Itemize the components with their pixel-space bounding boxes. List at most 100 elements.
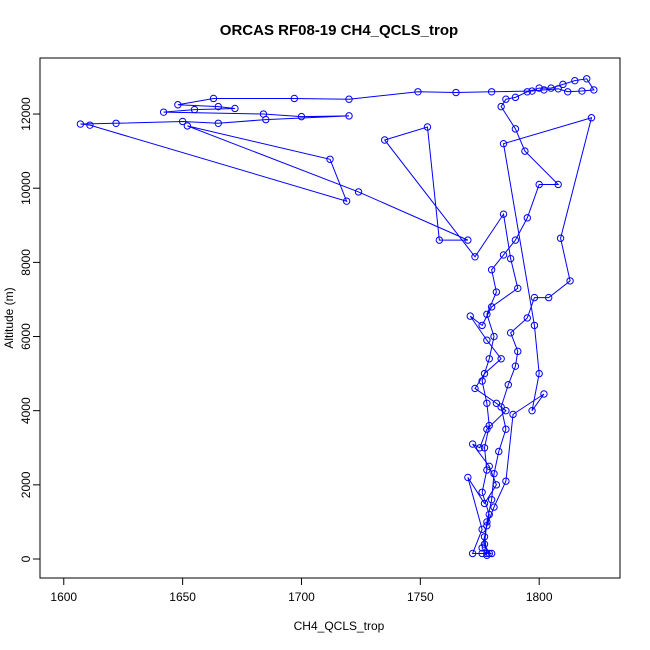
- data-point: [540, 86, 548, 94]
- data-point: [487, 495, 496, 504]
- data-point: [342, 197, 351, 205]
- data-point: [490, 503, 498, 511]
- data-point: [554, 85, 562, 93]
- data-point: [514, 284, 522, 293]
- y-tick-label: 6000: [19, 323, 33, 350]
- data-point: [483, 399, 491, 407]
- data-point: [209, 94, 218, 103]
- data-point: [423, 123, 432, 131]
- data-point: [76, 120, 85, 128]
- y-tick-label: 4000: [19, 397, 33, 424]
- data-point: [487, 88, 496, 96]
- data-point: [480, 533, 489, 541]
- data-point: [492, 481, 501, 489]
- data-point: [468, 440, 477, 448]
- data-point: [511, 236, 520, 244]
- data-point: [485, 462, 493, 471]
- data-point: [502, 477, 510, 485]
- data-point: [485, 510, 493, 519]
- data-point: [523, 214, 531, 222]
- data-point: [556, 234, 565, 242]
- data-point: [521, 147, 529, 155]
- data-point: [478, 321, 486, 330]
- x-tick-label: 1800: [526, 590, 553, 604]
- data-point: [590, 86, 598, 94]
- y-tick-label: 2000: [19, 471, 33, 498]
- data-point: [464, 236, 472, 244]
- data-point: [290, 94, 299, 103]
- data-point: [490, 332, 498, 341]
- data-point: [511, 93, 520, 102]
- data-point: [578, 87, 586, 95]
- data-point: [485, 549, 493, 558]
- data-point: [564, 88, 572, 96]
- data-point: [483, 551, 491, 560]
- data-point: [483, 336, 491, 344]
- data-point: [478, 544, 486, 552]
- data-point: [544, 293, 553, 302]
- data-point: [480, 499, 489, 508]
- data-point: [112, 119, 120, 128]
- data-point: [495, 447, 503, 456]
- data-point: [471, 384, 479, 393]
- data-point: [483, 521, 491, 530]
- data-point: [511, 125, 520, 133]
- data-point: [485, 421, 493, 430]
- data-point: [487, 549, 496, 558]
- data-point: [583, 75, 591, 83]
- data-point: [297, 112, 306, 121]
- data-point: [178, 117, 187, 126]
- data-point: [523, 88, 531, 96]
- data-point: [497, 355, 505, 363]
- data-point: [468, 549, 477, 558]
- data-point: [354, 188, 363, 196]
- data-point: [571, 76, 579, 85]
- data-point: [159, 108, 168, 116]
- data-point: [480, 444, 489, 452]
- data-point: [345, 95, 353, 103]
- data-point: [497, 403, 505, 411]
- data-point: [483, 310, 491, 318]
- data-point: [535, 84, 543, 92]
- data-point: [483, 466, 491, 474]
- data-point: [499, 139, 508, 148]
- data-point: [478, 525, 486, 534]
- data-point: [435, 236, 444, 244]
- data-point: [587, 114, 596, 122]
- data-point: [485, 355, 493, 363]
- data-point: [509, 410, 517, 419]
- data-point: [345, 112, 353, 120]
- y-tick-label: 0: [19, 555, 33, 562]
- data-point: [514, 347, 522, 356]
- data-point: [530, 293, 539, 302]
- data-point: [499, 210, 508, 218]
- x-tick-label: 1600: [50, 590, 77, 604]
- data-point: [530, 321, 539, 330]
- data-point: [231, 104, 239, 113]
- x-tick-label: 1700: [288, 590, 315, 604]
- data-point: [506, 254, 515, 263]
- data-point: [414, 88, 422, 96]
- data-point: [326, 155, 334, 163]
- data-point: [262, 115, 270, 124]
- data-point: [464, 473, 472, 482]
- data-point: [559, 80, 567, 89]
- data-point: [535, 369, 543, 378]
- data-point: [466, 312, 474, 320]
- x-axis-label: CH4_QCLS_trop: [294, 619, 385, 633]
- data-point: [452, 88, 460, 97]
- data-point: [535, 180, 543, 189]
- data-point: [480, 369, 489, 378]
- chart-title: ORCAS RF08-19 CH4_QCLS_trop: [220, 22, 458, 39]
- x-tick-label: 1750: [407, 590, 434, 604]
- data-point: [540, 390, 548, 398]
- data-point: [566, 277, 574, 285]
- data-point: [492, 399, 501, 407]
- y-tick-label: 8000: [19, 249, 33, 276]
- data-point: [502, 425, 510, 433]
- data-point: [214, 102, 222, 111]
- data-point: [523, 314, 531, 322]
- data-point: [183, 122, 192, 130]
- data-point: [476, 444, 484, 452]
- data-point: [502, 95, 510, 103]
